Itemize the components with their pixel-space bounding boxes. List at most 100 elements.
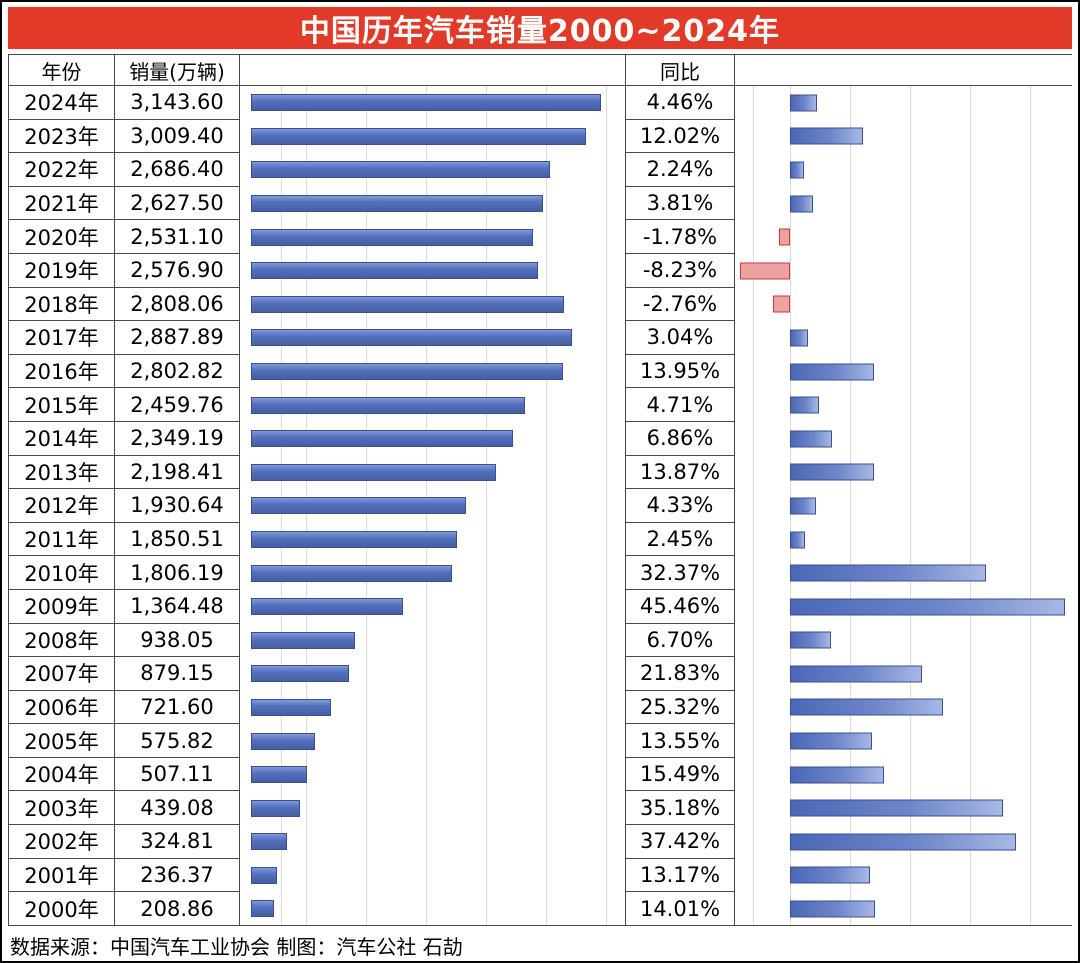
yoy-cell: 2.24% [625,153,735,187]
yoy-bar-cell [735,791,1072,825]
table-row: 2016年 2,802.82 13.95% [8,354,1072,389]
year-cell: 2021年 [8,186,115,221]
header-sales: 销量(万辆) [115,54,240,86]
yoy-bar-positive [790,631,831,649]
table-row: 2015年 2,459.76 4.71% [8,388,1072,422]
sales-bar-cell [240,321,625,355]
table-row: 2022年 2,686.40 2.24% [8,153,1072,187]
yoy-cell: 21.83% [625,657,735,691]
sales-bar [251,329,573,347]
yoy-bar-cell [735,691,1072,725]
yoy-bar-cell [735,825,1072,859]
yoy-bar-cell [735,456,1072,490]
sales-bar [251,665,349,683]
year-cell: 2024年 [8,86,115,120]
year-cell: 2015年 [8,388,115,422]
yoy-bar-positive [790,497,817,515]
header-yoy-bar-area [735,54,1072,86]
yoy-cell: 13.95% [625,354,735,389]
sales-bar-cell [240,892,625,926]
year-cell: 2022年 [8,153,115,187]
sales-bar [251,396,525,414]
yoy-cell: 4.33% [625,489,735,523]
sales-bar-cell [240,791,625,825]
sales-bar [251,228,533,246]
sales-cell: 2,349.19 [115,421,240,456]
table-row: 2018年 2,808.06 -2.76% [8,287,1072,322]
yoy-bar-cell [735,288,1072,322]
yoy-cell: 15.49% [625,757,735,792]
sales-cell: 938.05 [115,623,240,658]
year-cell: 2011年 [8,522,115,557]
table-row: 2009年 1,364.48 45.46% [8,589,1072,624]
year-cell: 2005年 [8,724,115,758]
sales-bar [251,766,308,784]
table-row: 2000年 208.86 14.01% [8,892,1072,926]
yoy-bar-negative [740,262,790,280]
yoy-bar-positive [790,866,870,884]
yoy-cell: 13.55% [625,724,735,758]
table-row: 2011年 1,850.51 2.45% [8,522,1072,557]
sales-bar [251,631,356,649]
yoy-bar-cell [735,724,1072,758]
year-cell: 2008年 [8,623,115,658]
sales-cell: 2,808.06 [115,287,240,322]
yoy-bar-positive [790,94,817,112]
sales-bar-cell [240,388,625,422]
sales-cell: 2,802.82 [115,354,240,389]
yoy-bar-positive [790,799,1003,817]
yoy-bar-cell [735,220,1072,254]
table-rows: 2024年 3,143.60 4.46% 2023年 3,009.40 12.02% 202… [8,86,1072,926]
yoy-bar-cell [735,254,1072,288]
year-cell: 2010年 [8,556,115,590]
year-cell: 2002年 [8,825,115,859]
table-row: 2013年 2,198.41 13.87% [8,455,1072,490]
yoy-cell: 25.32% [625,690,735,725]
table-row: 2010年 1,806.19 32.37% [8,556,1072,590]
yoy-cell: -8.23% [625,253,735,288]
yoy-cell: 4.46% [625,86,735,120]
sales-bar [251,430,513,448]
yoy-bar-cell [735,153,1072,187]
yoy-cell: 3.04% [625,321,735,355]
table-row: 2021年 2,627.50 3.81% [8,186,1072,221]
yoy-bar-cell [735,624,1072,658]
header-year: 年份 [8,54,115,86]
sales-bar-cell [240,624,625,658]
sales-bar [251,363,563,381]
yoy-bar-positive [790,127,863,145]
yoy-cell: 45.46% [625,589,735,624]
yoy-bar-positive [790,329,809,347]
sales-bar [251,598,403,616]
yoy-cell: -1.78% [625,220,735,254]
yoy-bar-positive [790,531,805,549]
year-cell: 2023年 [8,119,115,154]
sales-cell: 208.86 [115,892,240,926]
yoy-bar-cell [735,590,1072,624]
yoy-bar-positive [790,161,804,179]
year-cell: 2020年 [8,220,115,254]
sales-cell: 236.37 [115,858,240,893]
year-cell: 2001年 [8,858,115,893]
sales-cell: 439.08 [115,791,240,826]
sales-cell: 2,627.50 [115,186,240,221]
yoy-bar-cell [735,355,1072,389]
table-row: 2014年 2,349.19 6.86% [8,421,1072,456]
sales-bar-cell [240,355,625,389]
sales-cell: 879.15 [115,657,240,691]
sales-bar [251,195,544,213]
yoy-bar-cell [735,489,1072,523]
sales-cell: 721.60 [115,690,240,725]
sales-bar [251,732,316,750]
sales-cell: 575.82 [115,724,240,758]
year-cell: 2000年 [8,892,115,926]
sales-bar-cell [240,758,625,792]
header-yoy: 同比 [625,54,735,86]
table-row: 2017年 2,887.89 3.04% [8,321,1072,355]
table-row: 2023年 3,009.40 12.02% [8,119,1072,154]
table-row: 2006年 721.60 25.32% [8,690,1072,725]
table-row: 2024年 3,143.60 4.46% [8,86,1072,120]
yoy-bar-cell [735,657,1072,691]
year-cell: 2012年 [8,489,115,523]
yoy-bar-positive [790,732,872,750]
